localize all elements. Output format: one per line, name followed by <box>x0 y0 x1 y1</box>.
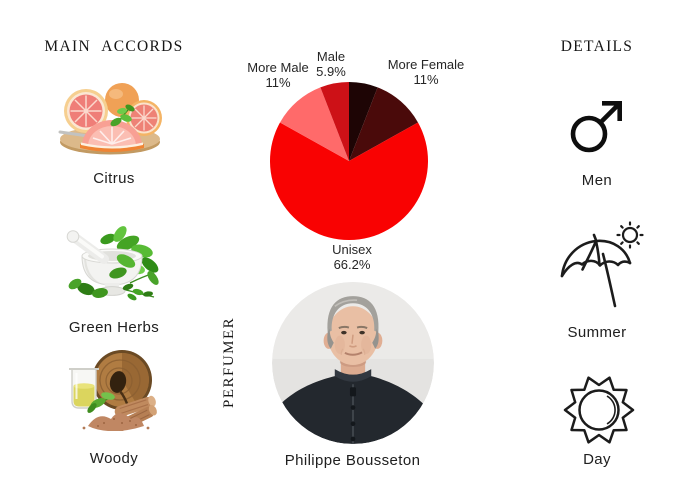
powder-pile <box>82 413 150 431</box>
pie-slice-male <box>320 82 349 161</box>
pie-slice-more-female <box>349 87 418 161</box>
detail-label-day: Day <box>583 451 611 468</box>
mortar-pestle-herbs-image <box>66 226 159 301</box>
pie-label-more-male: More Male 11% <box>247 60 309 90</box>
beach-umbrella-sun-icon <box>560 221 644 308</box>
main-accords-heading: MAIN ACCORDS <box>44 38 184 55</box>
perfumer-heading: PERFUMER <box>221 316 237 408</box>
sun-icon <box>563 376 635 444</box>
detail-label-summer: Summer <box>567 324 627 341</box>
philippe-bousseton-portrait <box>272 282 434 444</box>
pie-slice-unisex <box>270 122 428 240</box>
pie-label-male: Male 5.9% <box>316 49 346 79</box>
pie-slice-unlabeled-0 <box>349 82 378 161</box>
mars-icon <box>570 101 622 153</box>
detail-label-men: Men <box>581 172 613 189</box>
accord-label-green-herbs: Green Herbs <box>68 319 160 336</box>
pie-label-unisex: Unisex 66.2% <box>332 242 372 272</box>
pie-slice-more-male <box>280 87 349 161</box>
oil-beaker <box>69 368 99 409</box>
accord-label-woody: Woody <box>89 450 139 467</box>
mint-sprig <box>110 104 135 127</box>
grapefruit-citrus-image <box>58 83 162 155</box>
details-heading: DETAILS <box>560 38 634 55</box>
pestle <box>66 230 109 264</box>
pie-label-more-female: More Female 11% <box>387 57 465 87</box>
accord-label-citrus: Citrus <box>93 170 135 187</box>
perfumer-photo[interactable] <box>272 282 434 444</box>
green-leaves <box>87 392 115 413</box>
perfumer-name[interactable]: Philippe Bousseton <box>284 452 421 469</box>
wood-sandalwood-oil-image <box>69 350 157 431</box>
gender-pie-chart <box>270 82 428 240</box>
